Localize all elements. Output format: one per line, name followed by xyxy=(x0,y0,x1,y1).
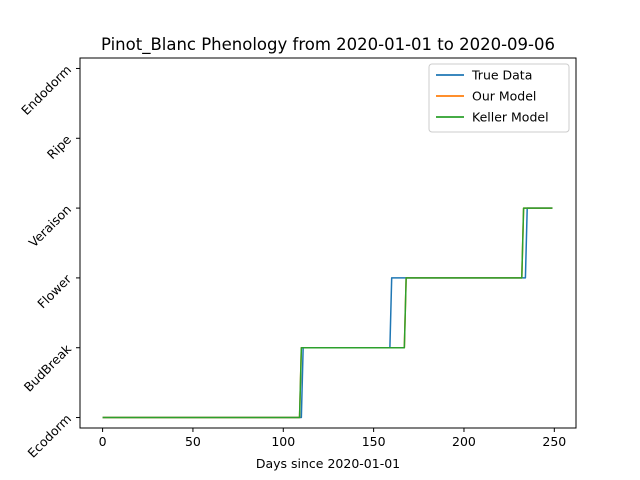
legend-box xyxy=(428,63,570,133)
series-line-3 xyxy=(102,207,553,419)
x-tick-label: 150 xyxy=(362,434,386,449)
legend: True Data Our Model Keller Model xyxy=(428,63,570,133)
series-line-1 xyxy=(102,207,553,419)
legend-label-3: Keller Model xyxy=(472,110,549,125)
x-axis-label: Days since 2020-01-01 xyxy=(256,456,400,471)
plot-area xyxy=(79,57,577,429)
x-tick-label: 250 xyxy=(542,434,566,449)
x-tick-label: 50 xyxy=(185,434,201,449)
x-tick-label: 200 xyxy=(452,434,476,449)
x-axis: 0 50 100 150 200 250 xyxy=(99,428,566,449)
legend-label-2: Our Model xyxy=(472,89,536,104)
x-tick-label: 100 xyxy=(271,434,295,449)
axes-frame xyxy=(79,57,577,429)
x-tick-label: 0 xyxy=(99,434,107,449)
series-layer xyxy=(102,207,553,419)
legend-label-1: True Data xyxy=(471,68,532,83)
chart-title: Pinot_Blanc Phenology from 2020-01-01 to… xyxy=(101,35,555,55)
